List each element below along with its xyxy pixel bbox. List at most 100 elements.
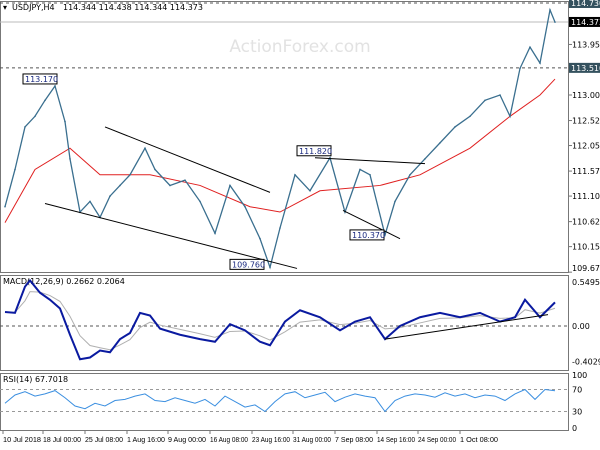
- x-tick-label: 25 Jul 08:00: [85, 435, 123, 444]
- price-point: [394, 200, 396, 203]
- price-annotation: 111.820: [299, 147, 332, 156]
- price-point: [554, 21, 556, 23]
- level-tag-label: 113.510: [571, 64, 600, 73]
- level-tag-label: 114.373: [571, 18, 600, 27]
- x-tick-label: 7 Sep 08:00: [335, 435, 373, 444]
- price-point: [484, 99, 486, 102]
- price-point: [499, 94, 501, 96]
- x-tick-label: 1 Aug 16:00: [127, 435, 165, 444]
- price-point: [279, 227, 281, 229]
- y-tick-label: 112.050: [572, 142, 600, 151]
- price-point: [309, 189, 311, 192]
- price-point: [154, 168, 156, 171]
- price-annotation: 110.370: [352, 231, 385, 240]
- macd-tick-label: 0.00: [572, 322, 590, 331]
- price-point: [34, 115, 36, 118]
- price-point: [539, 62, 541, 64]
- rsi-tick-label: 70: [572, 386, 582, 395]
- rsi-line: [4, 388, 556, 413]
- price-point: [119, 184, 121, 187]
- price-annotation-box: [22, 73, 58, 85]
- price-point: [4, 205, 6, 208]
- trendline: [314, 157, 426, 165]
- x-tick-label: 31 Aug 00:00: [293, 435, 331, 444]
- x-tick-label: 24 Sep 00:00: [418, 435, 456, 444]
- price-annotation-box: [349, 229, 385, 241]
- macd-title: MACD(12,26,9) 0.2662 0.2064: [3, 277, 125, 286]
- level-tag-label: 114.730: [571, 0, 600, 8]
- price-point: [199, 200, 201, 203]
- price-annotation: 113.170: [25, 75, 58, 84]
- price-point: [519, 67, 521, 70]
- trendline: [44, 203, 298, 269]
- y-tick-label: 111.100: [572, 192, 600, 201]
- rsi-title: RSI(14) 67.7018: [3, 375, 68, 384]
- price-point: [144, 147, 146, 149]
- price-point: [109, 195, 111, 197]
- price-point: [369, 174, 371, 176]
- moving-average-line: [4, 78, 556, 223]
- level-tag: [569, 16, 600, 27]
- price-point: [64, 120, 66, 123]
- price-point: [169, 184, 171, 187]
- trendline: [104, 126, 271, 193]
- price-annotation: 109.760: [232, 260, 265, 269]
- price-point: [259, 237, 261, 240]
- price-point: [424, 158, 426, 160]
- symbol-label: USDJPY,H4: [12, 3, 55, 12]
- x-tick-label: 14 Sep 16:00: [377, 435, 415, 444]
- macd-signal-line: [4, 291, 556, 351]
- trendline: [342, 209, 401, 240]
- level-tag: [569, 62, 600, 73]
- macd-line: [4, 278, 556, 361]
- watermark: ActionForex.com: [229, 37, 370, 57]
- level-tag: [569, 0, 600, 8]
- price-point: [439, 142, 441, 144]
- x-tick-label: 9 Aug 00:00: [168, 435, 206, 444]
- x-tick-label: 23 Aug 16:00: [252, 435, 290, 444]
- y-tick-label: 112.520: [572, 117, 600, 126]
- x-tick-label: 1 Oct 08:00: [460, 435, 498, 444]
- y-tick-label: 113.000: [572, 91, 600, 100]
- price-point: [54, 85, 56, 87]
- y-tick-label: 113.950: [572, 40, 600, 49]
- x-tick-label: 16 Aug 08:00: [210, 435, 248, 444]
- price-annotation-box: [296, 145, 332, 157]
- price-point: [529, 46, 531, 48]
- y-tick-label: 110.620: [572, 218, 600, 227]
- header-arrow-icon: ▾: [3, 3, 7, 12]
- price-point: [214, 232, 216, 235]
- price-point: [469, 115, 471, 118]
- rsi-panel-frame: [0, 373, 569, 431]
- main-panel-frame: [0, 1, 569, 273]
- price-point: [44, 99, 46, 102]
- price-point: [69, 158, 71, 160]
- price-point: [454, 126, 456, 128]
- price-point: [269, 266, 271, 269]
- price-point: [244, 205, 246, 208]
- x-tick-label: 18 Jul 00:00: [43, 435, 81, 444]
- y-tick-label: 110.150: [572, 243, 600, 252]
- price-point: [129, 174, 131, 176]
- price-point: [89, 200, 91, 203]
- price-point: [294, 174, 296, 176]
- rsi-tick-label: 0: [572, 424, 577, 433]
- price-point: [24, 126, 26, 128]
- price-point: [359, 168, 361, 171]
- macd-trendline: [384, 314, 549, 340]
- price-point: [509, 115, 511, 118]
- rsi-tick-label: 30: [572, 408, 582, 417]
- price-point: [14, 168, 16, 171]
- price-line: [4, 7, 556, 270]
- price-point: [184, 179, 186, 181]
- price-point: [549, 9, 551, 11]
- y-tick-label: 109.670: [572, 264, 600, 273]
- ohlc-values: 114.344 114.438 114.344 114.373: [63, 3, 203, 12]
- macd-tick-label: -0.4029: [572, 357, 600, 366]
- x-tick-label: 10 Jul 2018: [3, 435, 41, 444]
- macd-tick-label: 0.5495: [572, 278, 600, 287]
- rsi-tick-label: 100: [572, 371, 587, 380]
- price-annotation-box: [229, 258, 265, 270]
- price-point: [229, 184, 231, 187]
